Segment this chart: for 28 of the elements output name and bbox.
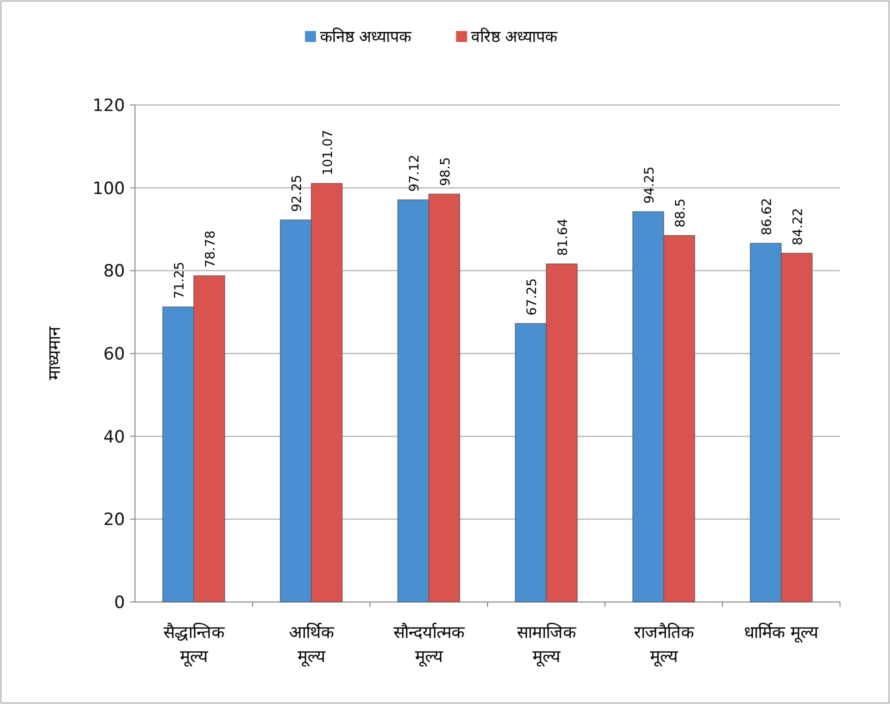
y-tick-label: 80 xyxy=(103,262,125,282)
data-label: 92.25 xyxy=(290,174,305,212)
y-tick-label: 20 xyxy=(103,510,125,530)
data-label: 81.64 xyxy=(556,218,571,256)
data-label: 88.5 xyxy=(673,198,688,228)
data-label: 67.25 xyxy=(524,278,540,316)
data-label: 78.78 xyxy=(203,230,218,268)
x-tick-label: आर्थिक मूल्य xyxy=(288,622,335,667)
y-axis-title: माध्यमान xyxy=(45,326,65,380)
legend-label: कनिष्ठ अध्यापक xyxy=(320,27,412,46)
data-label: 94.25 xyxy=(642,166,658,204)
data-label: 97.12 xyxy=(407,154,422,192)
y-tick-label: 100 xyxy=(92,178,125,199)
x-tick-label: सौन्दर्यात्मक मूल्य xyxy=(393,622,466,667)
data-label: 86.62 xyxy=(760,198,775,236)
y-tick-label: 120 xyxy=(92,96,125,116)
legend-label: वरिष्ठ अध्यापक xyxy=(471,27,558,46)
x-tick-label: सामाजिक मूल्य xyxy=(516,622,577,667)
x-tick-label: धार्मिक मूल्य xyxy=(744,622,820,643)
y-tick-label: 40 xyxy=(103,427,125,448)
x-tick-label: सैद्धान्तिक मूल्य xyxy=(163,622,226,667)
y-tick-label: 0 xyxy=(114,593,125,613)
x-tick-label: राजनैतिक मूल्य xyxy=(634,622,695,667)
y-tick-label: 60 xyxy=(103,344,125,364)
data-label: 84.22 xyxy=(790,208,806,246)
data-label: 101.07 xyxy=(320,130,336,176)
data-label: 98.5 xyxy=(438,157,454,186)
data-label: 71.25 xyxy=(172,262,188,299)
